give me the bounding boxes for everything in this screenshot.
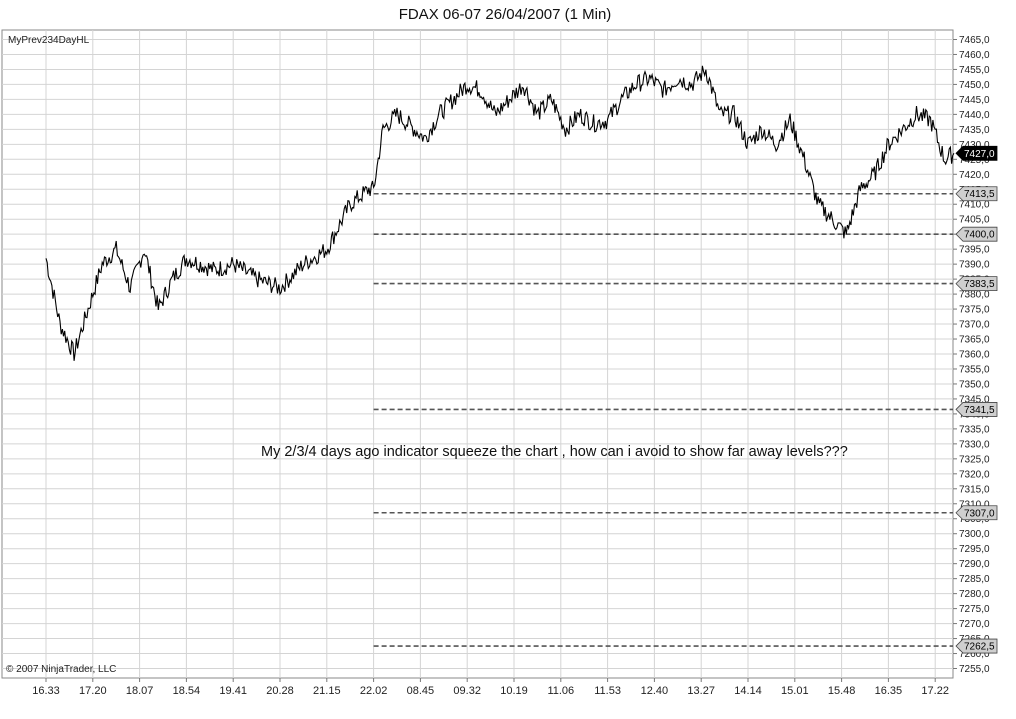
y-tick-label: 7350,0 <box>959 379 990 390</box>
x-tick-label: 18.54 <box>173 685 201 697</box>
level-tag-label: 7307,0 <box>964 508 995 519</box>
level-tag: 7400,0 <box>955 226 998 242</box>
level-tag-label: 7400,0 <box>964 230 995 241</box>
y-tick-label: 7455,0 <box>959 65 990 76</box>
price-line <box>45 65 955 361</box>
x-tick-label: 19.41 <box>219 685 247 697</box>
level-tag-shape <box>955 276 998 292</box>
level-tag-shape <box>955 402 998 417</box>
last-price-tag: 7427,0 <box>955 145 998 161</box>
y-tick-label: 7390,0 <box>959 260 990 271</box>
y-tick-label: 7255,0 <box>959 664 990 675</box>
level-tag-label: 7262,5 <box>964 642 995 653</box>
x-tick-label: 14.14 <box>734 685 762 697</box>
y-tick-label: 7440,0 <box>959 110 990 121</box>
y-tick-label: 7430,0 <box>959 140 990 151</box>
y-tick-label: 7365,0 <box>959 335 990 346</box>
y-tick-label: 7410,0 <box>959 200 990 211</box>
y-tick-label: 7380,0 <box>959 290 990 301</box>
x-tick-label: 10.19 <box>500 685 528 697</box>
chart-annotation: My 2/3/4 days ago indicator squeeze the … <box>261 444 848 460</box>
x-axis: 16.33 17.20 18.07 18.54 19.41 20.28 21.15 22.02… <box>32 678 949 697</box>
level-tag: 7383,5 <box>955 276 998 292</box>
y-tick-label: 7320,0 <box>959 469 990 480</box>
y-tick-label: 7345,0 <box>959 394 990 405</box>
indicator-levels <box>373 192 953 647</box>
y-tick-label: 7315,0 <box>959 484 990 495</box>
level-tag: 7341,5 <box>955 402 998 417</box>
x-tick-label: 15.48 <box>828 685 856 697</box>
x-tick-label: 16.35 <box>875 685 903 697</box>
x-tick-label: 20.28 <box>266 685 294 697</box>
y-tick-label: 7395,0 <box>959 245 990 256</box>
x-tick-label: 11.06 <box>547 685 574 697</box>
x-tick-label: 17.22 <box>921 685 949 697</box>
y-tick-label: 7290,0 <box>959 559 990 570</box>
y-tick-label: 7445,0 <box>959 95 990 106</box>
y-tick-label: 7335,0 <box>959 424 990 435</box>
x-tick-label: 18.07 <box>126 685 154 697</box>
chart-title: FDAX 06-07 26/04/2007 (1 Min) <box>399 6 612 23</box>
y-tick-label: 7275,0 <box>959 604 990 615</box>
level-tag-shape <box>955 226 998 242</box>
y-tick-label: 7405,0 <box>959 215 990 226</box>
y-tick-label: 7370,0 <box>959 320 990 331</box>
indicator-label: MyPrev234DayHL <box>8 35 90 46</box>
y-tick-label: 7330,0 <box>959 439 990 450</box>
y-tick-label: 7450,0 <box>959 80 990 91</box>
y-tick-label: 7260,0 <box>959 649 990 660</box>
y-tick-label: 7285,0 <box>959 574 990 585</box>
x-tick-label: 13.27 <box>687 685 715 697</box>
y-tick-label: 7460,0 <box>959 50 990 61</box>
level-tag: 7307,0 <box>955 505 998 521</box>
y-tick-label: 7325,0 <box>959 454 990 465</box>
y-tick-label: 7310,0 <box>959 499 990 510</box>
y-tick-label: 7295,0 <box>959 544 990 555</box>
level-tag-label: 7413,5 <box>964 189 995 200</box>
y-axis: 7255,07260,07265,07270,07275,07280,07285… <box>953 35 990 675</box>
y-tick-label: 7420,0 <box>959 170 990 181</box>
y-tick-label: 7300,0 <box>959 529 990 540</box>
grid-lines <box>2 30 953 678</box>
x-tick-label: 15.01 <box>781 685 809 697</box>
y-tick-label: 7360,0 <box>959 350 990 361</box>
y-tick-label: 7375,0 <box>959 305 990 316</box>
last-price-tag-shape <box>955 145 998 161</box>
x-tick-label: 16.33 <box>32 685 60 697</box>
x-tick-label: 22.02 <box>360 685 388 697</box>
level-price-tags: 7413,5 7400,0 7383,5 7341,5 7307,0 7262,5 7427… <box>955 145 998 654</box>
price-series <box>45 65 955 361</box>
x-tick-label: 17.20 <box>79 685 107 697</box>
x-tick-label: 11.53 <box>594 685 621 697</box>
y-tick-label: 7435,0 <box>959 125 990 136</box>
x-tick-label: 08.45 <box>407 685 435 697</box>
y-tick-label: 7280,0 <box>959 589 990 600</box>
level-tag-label: 7383,5 <box>964 279 995 290</box>
level-tag-label: 7341,5 <box>964 405 995 416</box>
copyright-label: © 2007 NinjaTrader, LLC <box>6 664 116 675</box>
x-tick-label: 12.40 <box>641 685 669 697</box>
level-tag-shape <box>955 186 998 202</box>
level-tag-shape <box>955 505 998 521</box>
last-price-tag-label: 7427,0 <box>964 149 995 160</box>
x-tick-label: 09.32 <box>453 685 481 697</box>
y-tick-label: 7355,0 <box>959 364 990 375</box>
level-tag: 7413,5 <box>955 186 998 202</box>
level-tag-shape <box>955 638 998 654</box>
y-tick-label: 7465,0 <box>959 35 990 46</box>
level-tag: 7262,5 <box>955 638 998 654</box>
x-tick-label: 21.15 <box>313 685 341 697</box>
y-tick-label: 7270,0 <box>959 619 990 630</box>
